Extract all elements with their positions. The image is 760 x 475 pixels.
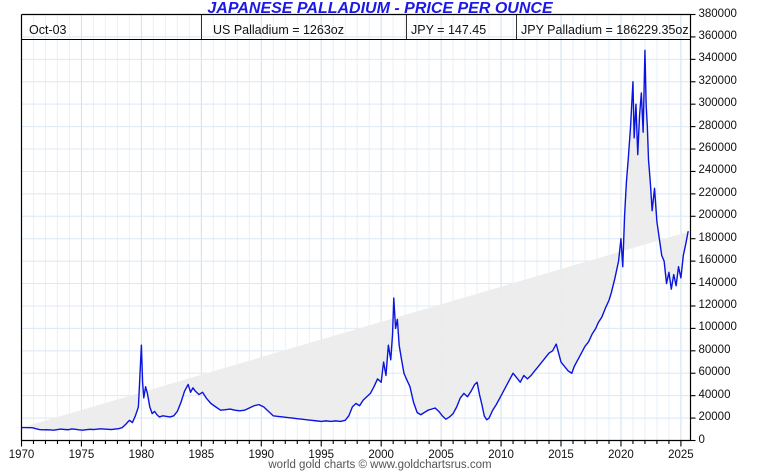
x-axis-tick-label: 2000 bbox=[368, 448, 394, 461]
plot-frame bbox=[20, 13, 692, 442]
x-axis-tick-label: 1980 bbox=[128, 448, 155, 461]
y-axis-tick-label: 280000 bbox=[698, 119, 737, 132]
x-axis-tick-label: 2020 bbox=[608, 448, 634, 461]
x-axis-tick-label: 1985 bbox=[188, 448, 215, 461]
y-axis-tick-label: 120000 bbox=[698, 298, 737, 311]
x-axis-tick-label: 1970 bbox=[8, 448, 35, 461]
x-axis-tick-label: 2010 bbox=[488, 448, 514, 461]
y-axis-tick-label: 240000 bbox=[698, 164, 737, 177]
y-axis-tick-label: 380000 bbox=[698, 7, 737, 20]
y-axis-tick-label: 160000 bbox=[698, 254, 737, 267]
y-axis-tick-label: 320000 bbox=[698, 74, 737, 87]
y-axis-tick-label: 300000 bbox=[698, 97, 737, 110]
chart-title: JAPANESE PALLADIUM - PRICE PER OUNCE bbox=[207, 0, 553, 17]
y-axis-tick-label: 20000 bbox=[698, 411, 731, 424]
y-axis-tick-label: 340000 bbox=[698, 52, 737, 65]
x-axis-tick-label: 2005 bbox=[428, 448, 454, 461]
x-axis-tick-label: 1990 bbox=[248, 448, 275, 461]
y-axis-tick-label: 220000 bbox=[698, 186, 737, 199]
x-axis-tick-label: 1995 bbox=[308, 448, 335, 461]
y-axis-tick-label: 200000 bbox=[698, 209, 737, 222]
x-axis-tick-label: 1975 bbox=[68, 448, 95, 461]
y-axis-tick-label: 40000 bbox=[698, 388, 731, 401]
y-axis-tick-label: 0 bbox=[698, 433, 705, 446]
x-axis-tick-label: 2025 bbox=[668, 448, 694, 461]
y-axis-tick-label: 260000 bbox=[698, 142, 737, 155]
y-axis-tick-label: 140000 bbox=[698, 276, 737, 289]
y-axis-tick-label: 80000 bbox=[698, 343, 731, 356]
footer-credit: world gold charts © www.goldchartsrus.co… bbox=[268, 459, 492, 471]
x-axis-tick-label: 2015 bbox=[548, 448, 574, 461]
y-axis-tick-label: 60000 bbox=[698, 366, 731, 379]
y-axis-tick-label: 100000 bbox=[698, 321, 737, 334]
y-axis-tick-label: 360000 bbox=[698, 29, 737, 42]
price-series bbox=[20, 49, 689, 431]
axis-ticks bbox=[20, 13, 696, 447]
y-axis-tick-label: 180000 bbox=[698, 231, 737, 244]
